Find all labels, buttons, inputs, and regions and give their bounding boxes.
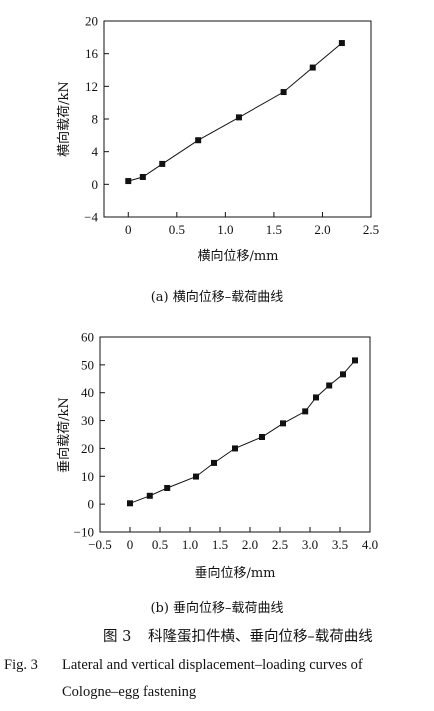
chart-b-series-line bbox=[129, 360, 356, 504]
chart-a-ytick-label: 0 bbox=[92, 177, 99, 192]
chart-b-xtick-label: −0.5 bbox=[88, 537, 112, 552]
chart-a: 0 0.5 1.0 1.5 2.0 2.5 −4 0 4 8 12 16 20 横向位移/mm 横向载荷… bbox=[56, 14, 379, 306]
chart-b-data-point bbox=[193, 473, 199, 480]
chart-b-caption: (b) 垂向位移–载荷曲线 bbox=[150, 600, 283, 616]
chart-b-xtick-label: 0 bbox=[127, 537, 134, 552]
chart-a-ylabel: 横向载荷/kN bbox=[56, 81, 72, 157]
chart-a-xtick-label: 1.0 bbox=[217, 222, 233, 237]
chart-b-data-point bbox=[340, 371, 346, 378]
chart-b-data-point bbox=[280, 420, 286, 427]
chart-a-ytick-label: −4 bbox=[84, 210, 98, 225]
chart-b-ytick-label: 10 bbox=[81, 469, 94, 484]
chart-b-data-point bbox=[232, 445, 238, 452]
chart-b-data-point bbox=[352, 357, 358, 364]
chart-a-ytick-label: 12 bbox=[85, 79, 98, 94]
figure-caption: 图 3 科隆蛋扣件横、垂向位移–载荷曲线 Fig. 3 Lateral and … bbox=[4, 628, 373, 700]
chart-b-ytick-label: 50 bbox=[81, 357, 94, 372]
chart-b-ylabel: 垂向载荷/kN bbox=[56, 397, 72, 473]
figure-label-en: Fig. 3 bbox=[4, 657, 38, 673]
figure-title-cn: 科隆蛋扣件横、垂向位移–载荷曲线 bbox=[148, 628, 373, 645]
chart-b-xtick-label: 2.0 bbox=[242, 537, 258, 552]
chart-a-data-point bbox=[338, 40, 345, 47]
chart-a-xtick-label: 2.5 bbox=[363, 222, 379, 237]
chart-b-data-point bbox=[146, 492, 153, 499]
chart-b-ytick-label: 30 bbox=[81, 413, 94, 428]
chart-a-ytick-label: 16 bbox=[85, 46, 99, 61]
chart-a-data-point bbox=[159, 160, 166, 167]
chart-a-xlabel: 横向位移/mm bbox=[197, 248, 278, 264]
chart-a-data-point bbox=[235, 114, 242, 121]
chart-a-series-line bbox=[128, 42, 343, 182]
chart-a-ytick-label: 20 bbox=[85, 14, 98, 29]
chart-b-xlabel: 垂向位移/mm bbox=[194, 565, 275, 581]
chart-b-xtick-label: 3.0 bbox=[302, 537, 318, 552]
chart-b-ytick-label: 0 bbox=[88, 497, 95, 512]
chart-a-data-point bbox=[280, 89, 287, 96]
chart-a-data-point bbox=[139, 173, 146, 180]
chart-b-xtick-label: 3.5 bbox=[332, 537, 348, 552]
chart-b-xtick-label: 4.0 bbox=[362, 537, 378, 552]
chart-b-frame bbox=[99, 336, 371, 533]
chart-b-data-point bbox=[326, 382, 333, 389]
figure-title-en-line1: Lateral and vertical displacement–loadin… bbox=[62, 657, 363, 673]
chart-b-data-point bbox=[127, 500, 133, 507]
chart-b-ytick-label: 60 bbox=[81, 330, 94, 345]
chart-b-xtick-label: 1.0 bbox=[182, 537, 198, 552]
figure-number: 图 3 bbox=[103, 629, 131, 645]
figure-title-en-line2: Cologne–egg fastening bbox=[62, 684, 196, 700]
chart-b-xtick-label: 0.5 bbox=[152, 537, 168, 552]
chart-a-ytick-label: 4 bbox=[92, 144, 99, 159]
chart-b-data-point bbox=[164, 484, 171, 491]
chart-a-data-point bbox=[309, 64, 316, 71]
chart-b: −0.5 0 0.5 1.0 1.5 2.0 2.5 3.0 3.5 4.0 −10 0 10 20 30 4… bbox=[56, 330, 378, 617]
chart-a-xtick-label: 2.0 bbox=[314, 222, 330, 237]
chart-b-ytick-label: −10 bbox=[74, 525, 94, 540]
chart-b-data-point bbox=[259, 434, 265, 441]
chart-a-xtick-label: 1.5 bbox=[266, 222, 282, 237]
chart-a-data-point bbox=[125, 178, 132, 185]
chart-b-xtick-label: 2.5 bbox=[272, 537, 288, 552]
chart-a-xtick-label: 0 bbox=[125, 222, 132, 237]
chart-b-data-point bbox=[211, 459, 217, 466]
chart-b-data-point bbox=[302, 408, 309, 415]
chart-a-data-point bbox=[195, 137, 202, 144]
chart-a-xtick-label: 0.5 bbox=[169, 222, 185, 237]
chart-b-xtick-label: 1.5 bbox=[212, 537, 228, 552]
chart-b-ytick-label: 20 bbox=[81, 441, 94, 456]
chart-a-ytick-label: 8 bbox=[92, 112, 99, 127]
chart-b-data-point bbox=[313, 394, 319, 401]
chart-a-caption: (a) 横向位移–载荷曲线 bbox=[151, 289, 284, 305]
chart-b-ytick-label: 40 bbox=[81, 385, 94, 400]
